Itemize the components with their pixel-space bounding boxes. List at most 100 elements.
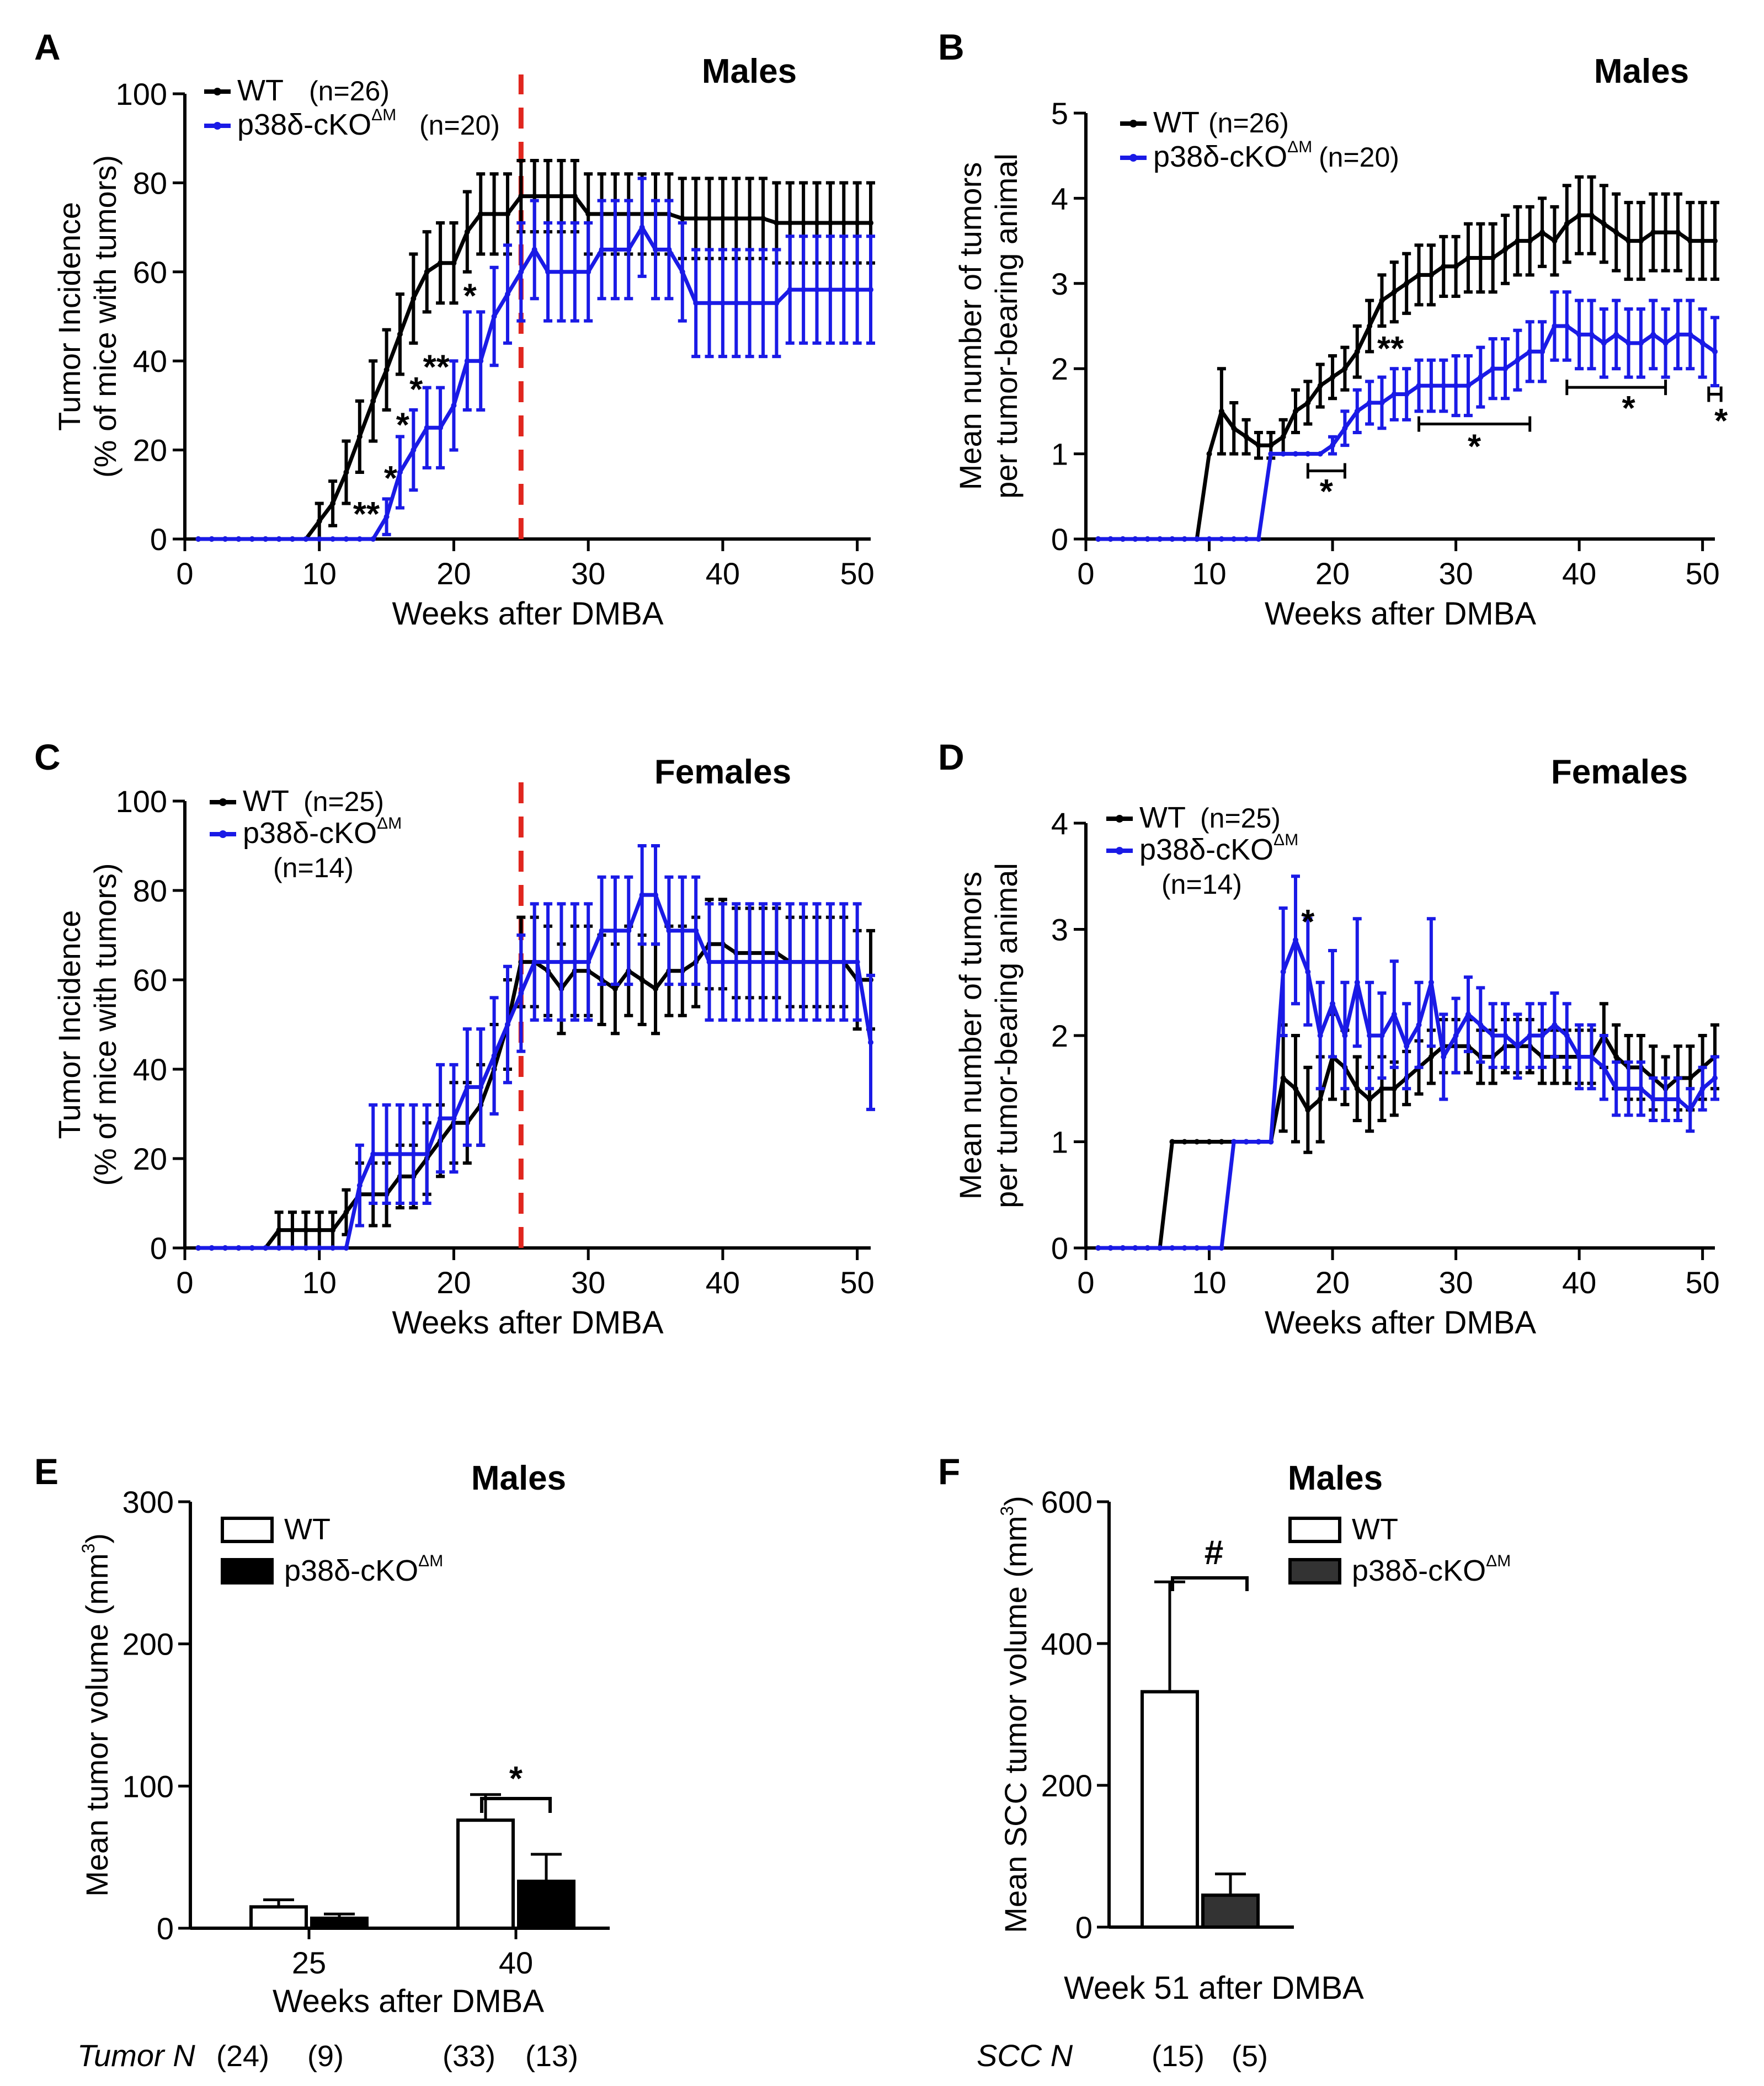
data-point [504,291,510,297]
y-axis-label: (% of mice with tumors) [88,155,122,478]
data-point [1650,1096,1656,1102]
data-point [1194,1139,1200,1145]
data-point [1367,1033,1373,1038]
data-point [531,193,537,199]
data-point [1527,238,1533,244]
x-tick-label: 30 [1438,1265,1473,1300]
data-point [787,220,793,226]
data-point [1441,383,1447,389]
y-tick-label: 0 [1051,522,1068,557]
panel-label: B [938,26,964,67]
data-point [491,313,497,319]
data-point [545,269,551,275]
data-point [814,220,820,226]
data-point [693,215,699,221]
data-point [518,269,524,275]
data-point [1465,1011,1471,1017]
data-point [558,193,564,199]
data-point [411,296,417,302]
legend-label: WT [284,1513,331,1546]
data-point [263,1245,269,1251]
y-tick-label: 3 [1051,266,1068,301]
data-point [1478,1022,1484,1028]
bar-ko [310,1916,369,1930]
data-point [1416,272,1422,278]
data-point [1169,1245,1175,1251]
x-tick-label: 0 [1077,1265,1094,1300]
data-point [1502,1033,1508,1038]
data-point [1662,1096,1669,1102]
data-point [666,247,672,253]
panel-a: A Males 0 20 40 60 80 100 0 10 20 30 40 50 Weeks after… [34,26,875,632]
y-tick-label: 400 [1041,1626,1092,1661]
data-point [397,1151,403,1157]
y-tick-label: 40 [133,344,167,378]
data-point [1515,357,1521,363]
data-point [1391,289,1397,295]
y-tick-label: 0 [150,522,167,557]
data-point [1441,1054,1447,1060]
series-ko [195,844,875,1251]
y-tick-label: 5 [1051,96,1068,131]
data-point [1675,1096,1681,1102]
data-point [1317,383,1323,389]
data-point [330,536,336,542]
data-point [747,215,753,221]
data-point [1687,1107,1693,1113]
x-tick-label: 30 [571,1265,605,1300]
data-point [531,247,537,253]
data-point [438,260,444,266]
data-point [1490,366,1496,372]
data-point [653,247,659,253]
data-point [209,536,215,542]
legend-swatch [221,1558,274,1584]
data-point [639,225,645,231]
legend-swatch-marker [1129,154,1137,162]
data-point [1107,536,1113,542]
x-tick-label: 20 [436,1265,471,1300]
data-point [1490,1033,1496,1038]
y-tick-label: 80 [133,873,167,908]
data-point [1552,238,1558,244]
data-point [1169,536,1175,542]
y-axis-label: Mean number of tumors [953,162,988,490]
data-point [1231,425,1237,431]
data-point [693,927,699,933]
data-point [1490,255,1496,261]
data-point [585,959,591,965]
data-point [1662,340,1669,346]
data-point [558,959,564,965]
data-point [1218,408,1224,414]
data-point [1416,1022,1422,1028]
legend-label: WT [1352,1513,1398,1546]
series-ko [1095,874,1719,1251]
data-point [585,269,591,275]
y-tick-label: 200 [122,1627,174,1662]
data-point [1712,238,1718,244]
data-point [356,536,363,542]
data-point [774,959,780,965]
data-point [1441,263,1447,269]
data-point [1613,1054,1619,1060]
data-point [1367,1096,1373,1102]
y-tick-label: 40 [133,1052,167,1087]
x-tick-label: 0 [176,1265,193,1300]
data-point [343,1245,349,1251]
y-axis-label: Tumor Incidence [52,910,87,1139]
data-point [1218,1245,1224,1251]
data-point [195,1245,201,1251]
data-point [1317,451,1323,457]
data-point [868,287,873,293]
legend-n: (n=14) [1161,869,1242,900]
data-point [760,215,766,221]
data-point [841,959,847,965]
data-point [626,927,632,933]
data-point [1120,1245,1126,1251]
data-point [1465,383,1471,389]
data-point [316,536,322,542]
data-point [733,215,739,221]
significance-marker: * [1320,473,1334,511]
data-point [1293,408,1298,414]
data-point [1391,391,1397,397]
